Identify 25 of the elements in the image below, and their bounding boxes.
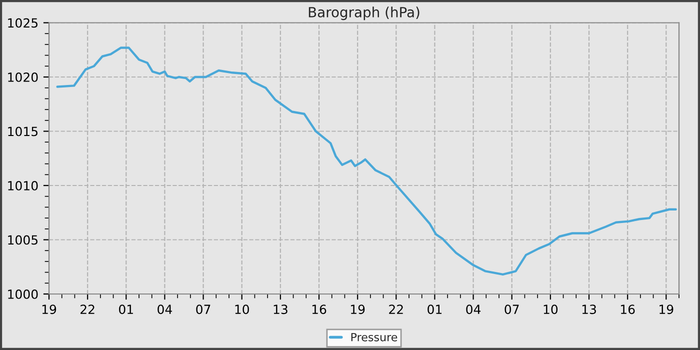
x-tick-label: 16 [312, 304, 326, 314]
x-tick-label: 22 [80, 304, 94, 314]
x-tick-label: 07 [196, 304, 210, 314]
y-tick-label: 1000 [8, 289, 38, 299]
x-tick-label: 13 [274, 304, 288, 314]
x-tick-label: 13 [582, 304, 596, 314]
x-tick-label: 04 [466, 304, 481, 314]
x-tick-label: 10 [544, 304, 558, 314]
y-tick-label: 1015 [8, 126, 38, 136]
x-tick-label: 22 [389, 304, 403, 314]
x-tick-label: 16 [620, 304, 635, 314]
chart-title: Barograph (hPa) [308, 6, 420, 20]
legend-label: Pressure [351, 333, 398, 342]
x-tick-label: 10 [235, 304, 249, 314]
y-tick-label: 1025 [8, 18, 38, 28]
x-tick-label: 04 [158, 304, 172, 314]
x-tick-label: 01 [119, 304, 133, 314]
y-tick-label: 1005 [8, 235, 38, 245]
x-tick-label: 19 [350, 304, 365, 314]
x-tick-label: 19 [42, 304, 56, 314]
y-tick-label: 1020 [8, 72, 38, 82]
x-tick-label: 01 [428, 304, 442, 314]
x-tick-label: 07 [504, 304, 519, 314]
y-tick-label: 1010 [8, 180, 38, 190]
x-tick-label: 19 [660, 304, 674, 314]
